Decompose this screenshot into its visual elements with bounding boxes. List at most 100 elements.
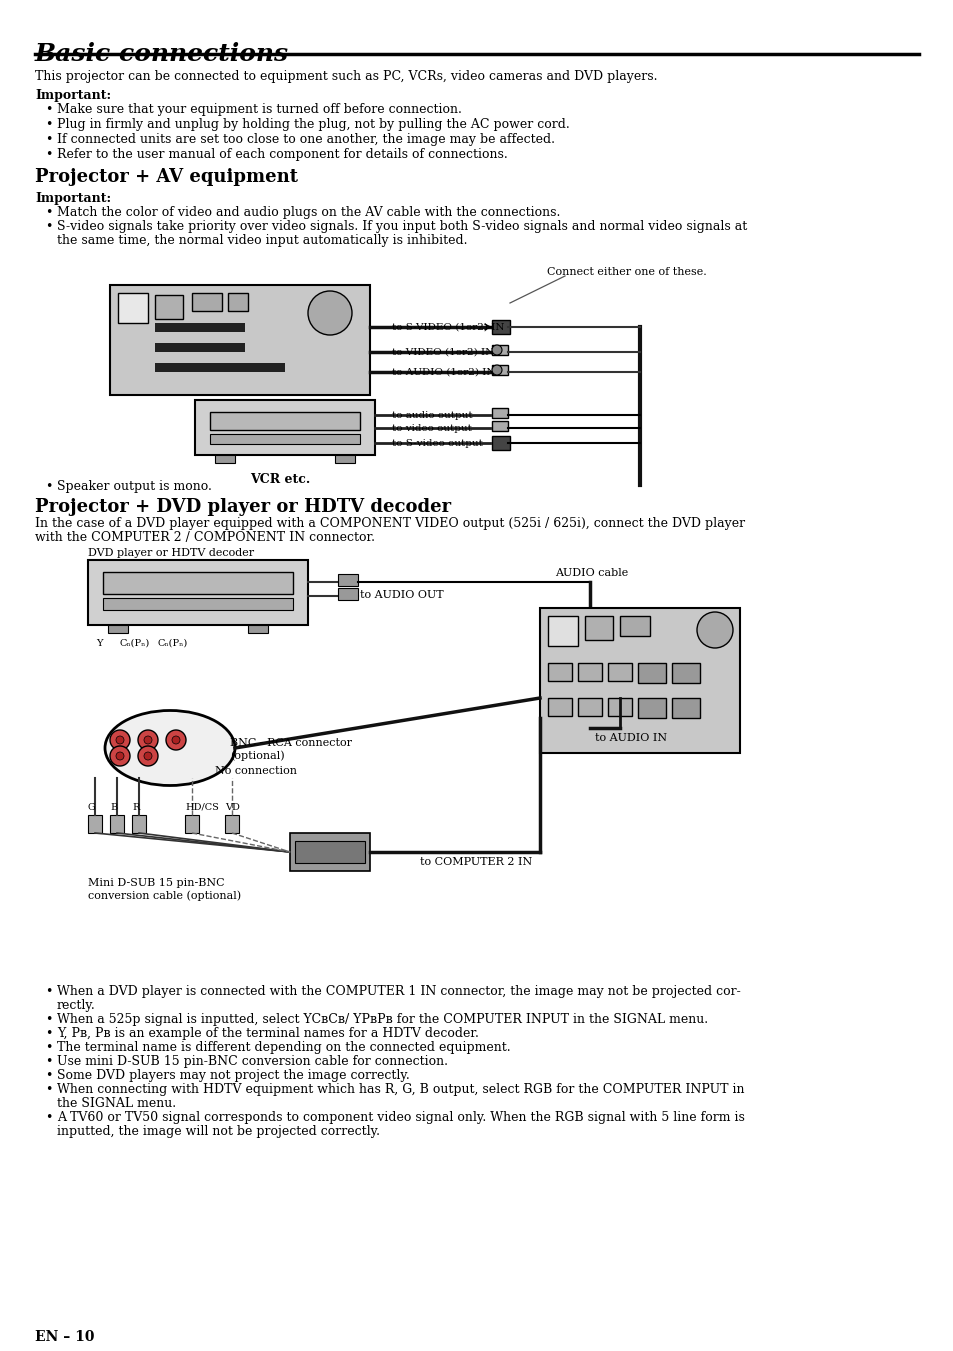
Text: •: • xyxy=(45,1042,52,1054)
Text: rectly.: rectly. xyxy=(57,998,95,1012)
Circle shape xyxy=(492,365,501,376)
Bar xyxy=(539,608,740,753)
Text: inputted, the image will not be projected correctly.: inputted, the image will not be projecte… xyxy=(57,1125,379,1138)
Bar xyxy=(185,815,199,834)
Bar xyxy=(492,345,507,355)
Text: EN – 10: EN – 10 xyxy=(35,1329,94,1344)
Text: Y: Y xyxy=(96,639,102,648)
Text: S-video signals take priority over video signals. If you input both S-video sign: S-video signals take priority over video… xyxy=(57,220,746,232)
Text: conversion cable (optional): conversion cable (optional) xyxy=(88,890,241,901)
Text: R: R xyxy=(132,802,139,812)
Bar xyxy=(671,698,700,717)
Bar xyxy=(547,616,578,646)
Text: HD/CS: HD/CS xyxy=(185,802,218,812)
Bar xyxy=(335,455,355,463)
Text: Important:: Important: xyxy=(35,192,111,205)
Bar xyxy=(638,663,665,684)
Text: Match the color of video and audio plugs on the AV cable with the connections.: Match the color of video and audio plugs… xyxy=(57,205,559,219)
Text: with the COMPUTER 2 / COMPONENT IN connector.: with the COMPUTER 2 / COMPONENT IN conne… xyxy=(35,531,375,544)
Circle shape xyxy=(144,736,152,744)
Text: In the case of a DVD player equipped with a COMPONENT VIDEO output (525i / 625i): In the case of a DVD player equipped wit… xyxy=(35,517,744,530)
Text: •: • xyxy=(45,1084,52,1096)
Bar xyxy=(248,626,268,634)
Bar xyxy=(110,285,370,394)
Text: •: • xyxy=(45,103,52,116)
Text: •: • xyxy=(45,480,52,493)
Circle shape xyxy=(144,753,152,761)
Circle shape xyxy=(110,730,130,750)
Bar xyxy=(584,616,613,640)
Text: Y, Pʙ, Pʙ is an example of the terminal names for a HDTV decoder.: Y, Pʙ, Pʙ is an example of the terminal … xyxy=(57,1027,478,1040)
Text: DVD player or HDTV decoder: DVD player or HDTV decoder xyxy=(88,549,253,558)
Text: Connect either one of these.: Connect either one of these. xyxy=(546,267,706,277)
Text: VCR etc.: VCR etc. xyxy=(250,473,310,486)
Bar xyxy=(492,422,507,431)
Bar xyxy=(547,698,572,716)
Bar xyxy=(154,343,245,353)
Bar xyxy=(492,408,507,417)
Text: to COMPUTER 2 IN: to COMPUTER 2 IN xyxy=(419,857,532,867)
Text: Mini D-SUB 15 pin-BNC: Mini D-SUB 15 pin-BNC xyxy=(88,878,224,888)
Bar xyxy=(492,320,510,334)
Text: •: • xyxy=(45,149,52,161)
Bar xyxy=(88,815,102,834)
Text: to AUDIO (1or2) IN: to AUDIO (1or2) IN xyxy=(392,367,495,377)
Bar xyxy=(294,842,365,863)
Bar xyxy=(154,295,183,319)
Text: A TV60 or TV50 signal corresponds to component video signal only. When the RGB s: A TV60 or TV50 signal corresponds to com… xyxy=(57,1111,744,1124)
Text: •: • xyxy=(45,985,52,998)
Text: Make sure that your equipment is turned off before connection.: Make sure that your equipment is turned … xyxy=(57,103,461,116)
Text: Use mini D-SUB 15 pin-BNC conversion cable for connection.: Use mini D-SUB 15 pin-BNC conversion cab… xyxy=(57,1055,448,1069)
Bar xyxy=(118,293,148,323)
Text: BNC - RCA connector: BNC - RCA connector xyxy=(230,738,352,748)
Bar xyxy=(547,663,572,681)
Bar xyxy=(194,400,375,455)
Text: •: • xyxy=(45,132,52,146)
Text: When a 525p signal is inputted, select YCʙCʙ/ YPʙPʙ for the COMPUTER INPUT in th: When a 525p signal is inputted, select Y… xyxy=(57,1013,707,1025)
Text: to video output: to video output xyxy=(392,424,472,434)
Text: G: G xyxy=(88,802,95,812)
Bar xyxy=(228,293,248,311)
Text: •: • xyxy=(45,1069,52,1082)
Text: B: B xyxy=(110,802,117,812)
Circle shape xyxy=(697,612,732,648)
Text: When a DVD player is connected with the COMPUTER 1 IN connector, the image may n: When a DVD player is connected with the … xyxy=(57,985,740,998)
Bar xyxy=(192,293,222,311)
Text: to audio output: to audio output xyxy=(392,411,472,420)
Text: Some DVD players may not project the image correctly.: Some DVD players may not project the ima… xyxy=(57,1069,410,1082)
Text: •: • xyxy=(45,205,52,219)
Bar xyxy=(88,561,308,626)
Text: Projector + DVD player or HDTV decoder: Projector + DVD player or HDTV decoder xyxy=(35,499,451,516)
Text: The terminal name is different depending on the connected equipment.: The terminal name is different depending… xyxy=(57,1042,510,1054)
Circle shape xyxy=(116,736,124,744)
Text: (optional): (optional) xyxy=(230,750,284,761)
Bar xyxy=(154,323,245,332)
Text: •: • xyxy=(45,220,52,232)
Text: Important:: Important: xyxy=(35,89,111,101)
Bar xyxy=(578,663,601,681)
Text: No connection: No connection xyxy=(214,766,296,775)
Text: VD: VD xyxy=(225,802,239,812)
Bar xyxy=(108,626,128,634)
Bar xyxy=(132,815,146,834)
Text: Cₙ(Pₙ): Cₙ(Pₙ) xyxy=(158,639,188,648)
Bar xyxy=(110,815,124,834)
Text: to S-video output: to S-video output xyxy=(392,439,482,449)
Circle shape xyxy=(138,746,158,766)
Text: AUDIO cable: AUDIO cable xyxy=(555,567,628,578)
Text: •: • xyxy=(45,1027,52,1040)
Bar xyxy=(492,365,507,376)
Bar xyxy=(578,698,601,716)
Text: to AUDIO IN: to AUDIO IN xyxy=(595,734,666,743)
Text: Projector + AV equipment: Projector + AV equipment xyxy=(35,168,297,186)
Circle shape xyxy=(110,746,130,766)
Circle shape xyxy=(308,290,352,335)
Text: •: • xyxy=(45,1055,52,1069)
Text: Basic connections: Basic connections xyxy=(35,42,289,66)
Circle shape xyxy=(492,345,501,355)
Bar xyxy=(607,698,631,716)
Text: When connecting with HDTV equipment which has R, G, B output, select RGB for the: When connecting with HDTV equipment whic… xyxy=(57,1084,743,1096)
Circle shape xyxy=(172,736,180,744)
Bar xyxy=(214,455,234,463)
Bar xyxy=(671,663,700,684)
